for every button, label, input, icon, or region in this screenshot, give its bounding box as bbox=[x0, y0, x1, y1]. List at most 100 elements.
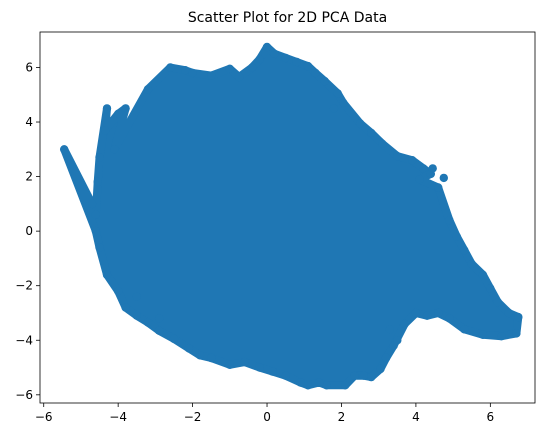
x-tick-label: 4 bbox=[412, 410, 420, 424]
data-point bbox=[143, 85, 153, 94]
data-point bbox=[320, 76, 329, 86]
data-point bbox=[350, 371, 359, 380]
y-tick-label: 2 bbox=[25, 170, 33, 184]
data-point bbox=[411, 308, 421, 318]
data-point bbox=[255, 363, 264, 372]
data-point bbox=[102, 104, 112, 113]
data-point bbox=[400, 319, 409, 329]
data-point bbox=[181, 66, 190, 75]
data-point bbox=[91, 210, 101, 219]
data-point bbox=[93, 177, 102, 187]
data-point bbox=[314, 378, 324, 387]
data-point bbox=[154, 326, 164, 335]
data-point bbox=[234, 72, 244, 82]
data-point bbox=[132, 311, 141, 320]
data-point bbox=[339, 98, 348, 108]
data-point bbox=[341, 381, 350, 390]
data-point bbox=[439, 173, 448, 183]
data-point bbox=[247, 63, 257, 72]
data-point bbox=[240, 357, 249, 367]
data-point bbox=[512, 329, 521, 338]
data-point bbox=[154, 314, 164, 323]
data-point bbox=[478, 270, 488, 279]
data-point bbox=[188, 68, 197, 78]
x-tick-label: 0 bbox=[263, 410, 271, 424]
x-tick-label: 6 bbox=[487, 410, 495, 424]
data-point bbox=[270, 49, 279, 58]
data-point bbox=[322, 381, 331, 390]
data-point bbox=[367, 128, 376, 138]
data-point bbox=[445, 314, 454, 323]
data-point bbox=[393, 336, 402, 345]
data-point bbox=[184, 344, 194, 353]
data-point bbox=[434, 183, 443, 192]
data-point bbox=[281, 371, 290, 380]
data-point bbox=[268, 367, 277, 376]
x-axis: −6 −4 −2 0 2 4 6 bbox=[35, 403, 494, 424]
data-point bbox=[493, 297, 502, 307]
data-point bbox=[95, 153, 104, 162]
data-point bbox=[110, 145, 119, 154]
data-point bbox=[296, 378, 305, 387]
data-point bbox=[91, 226, 101, 236]
data-point bbox=[378, 139, 387, 148]
data-points bbox=[59, 42, 523, 390]
data-point bbox=[514, 312, 523, 322]
data-point bbox=[460, 325, 469, 334]
data-point bbox=[303, 61, 313, 71]
data-point bbox=[486, 284, 495, 293]
data-point bbox=[225, 64, 234, 74]
y-tick-label: 6 bbox=[25, 60, 33, 74]
data-point bbox=[381, 353, 391, 363]
x-tick-label: −4 bbox=[109, 410, 127, 424]
data-point bbox=[419, 164, 428, 173]
data-point bbox=[121, 303, 130, 312]
data-point bbox=[497, 332, 506, 341]
data-point bbox=[303, 381, 313, 390]
data-point bbox=[114, 287, 123, 296]
data-point bbox=[460, 246, 469, 255]
data-point bbox=[169, 334, 179, 344]
data-point bbox=[376, 364, 385, 374]
data-point bbox=[467, 259, 476, 269]
data-point bbox=[100, 126, 110, 135]
y-tick-label: −6 bbox=[15, 388, 33, 402]
data-point bbox=[422, 311, 432, 320]
data-point bbox=[195, 351, 205, 360]
data-point bbox=[408, 156, 417, 165]
y-tick-label: 4 bbox=[25, 115, 33, 129]
data-point bbox=[367, 372, 376, 382]
x-tick-label: −2 bbox=[184, 410, 202, 424]
data-point bbox=[207, 353, 216, 363]
data-point bbox=[445, 216, 454, 225]
x-tick-label: −6 bbox=[35, 410, 53, 424]
data-point bbox=[434, 308, 443, 318]
chart-title: Scatter Plot for 2D PCA Data bbox=[188, 10, 387, 26]
x-tick-label: 2 bbox=[338, 410, 346, 424]
data-point bbox=[359, 371, 368, 380]
y-tick-label: −2 bbox=[15, 279, 33, 293]
data-point bbox=[262, 42, 272, 52]
data-point bbox=[132, 292, 141, 301]
data-point bbox=[452, 232, 461, 241]
data-point bbox=[292, 57, 301, 67]
data-point bbox=[102, 270, 112, 279]
data-point bbox=[311, 68, 320, 78]
data-point bbox=[143, 318, 153, 327]
data-point bbox=[95, 243, 104, 252]
data-point bbox=[59, 145, 69, 154]
data-point bbox=[478, 330, 488, 339]
plot-frame bbox=[39, 31, 536, 404]
data-point bbox=[329, 104, 339, 113]
data-point bbox=[393, 151, 402, 161]
data-point bbox=[385, 325, 394, 334]
data-point bbox=[428, 164, 437, 173]
data-point bbox=[114, 109, 123, 119]
data-point bbox=[504, 308, 514, 318]
data-point bbox=[225, 360, 234, 369]
data-point bbox=[415, 175, 424, 184]
y-axis: −6 −4 −2 0 2 4 6 bbox=[15, 60, 40, 402]
data-point bbox=[87, 199, 97, 209]
data-point bbox=[255, 55, 264, 64]
